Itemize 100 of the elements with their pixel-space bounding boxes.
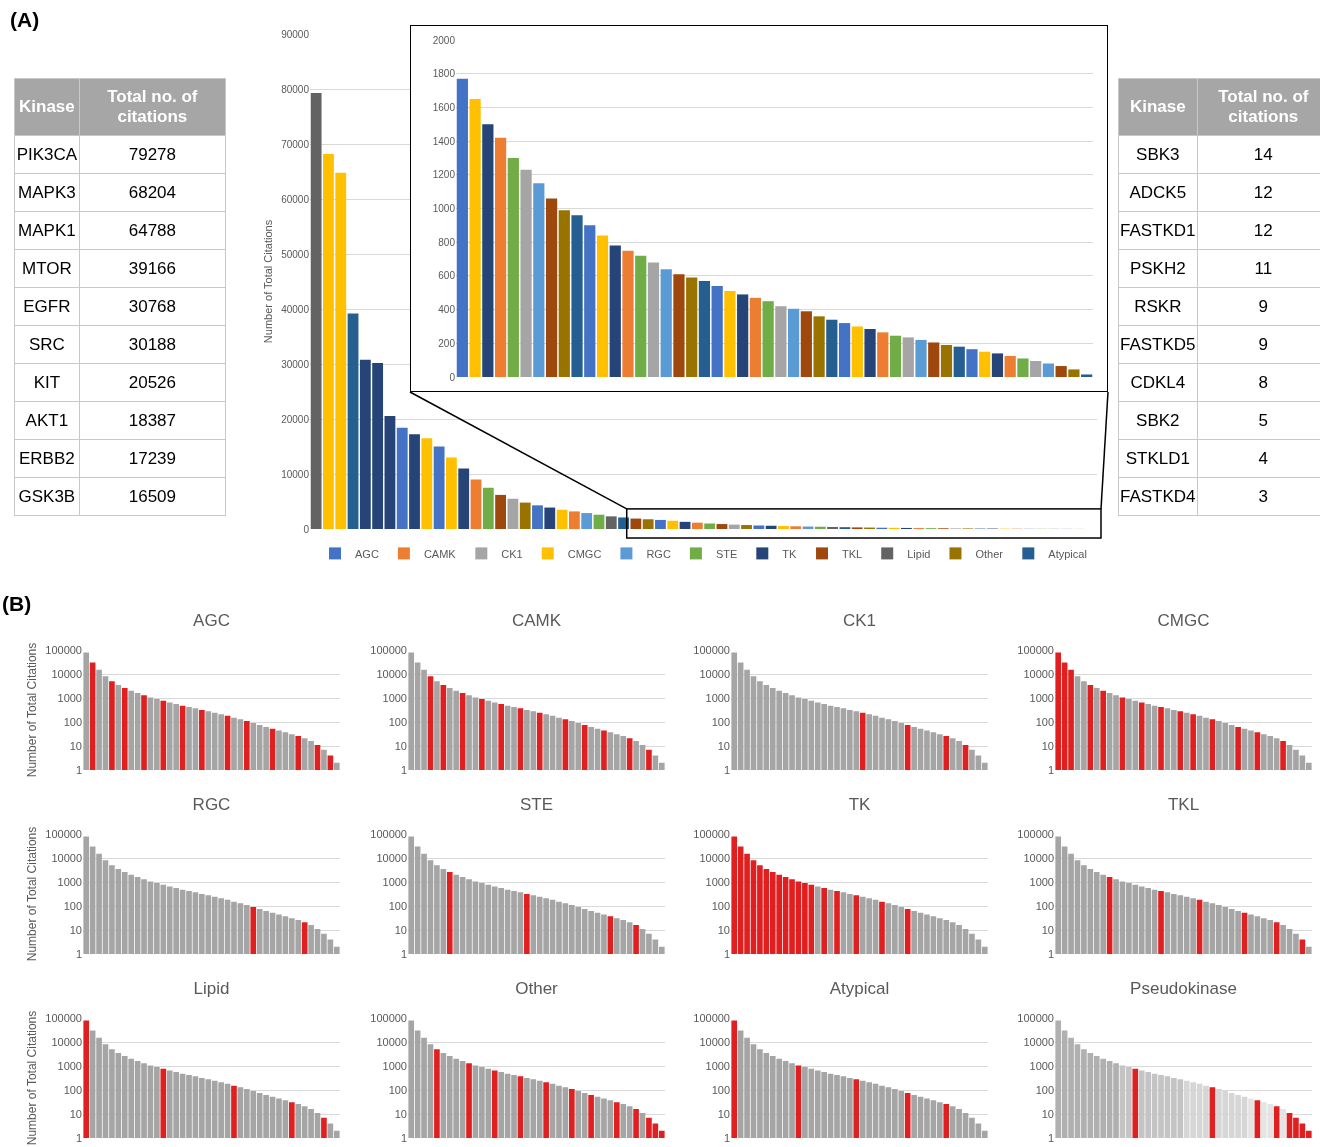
category-label: SRC [14, 325, 80, 364]
category-label: RSKR [1118, 287, 1198, 326]
y-tick-label: 100 [711, 899, 730, 912]
y-tick-label: 100000 [1017, 827, 1054, 840]
data-label: 12 [1197, 211, 1320, 250]
data-label: 8 [1197, 363, 1320, 402]
y-tick-label: 60000 [281, 193, 310, 205]
category-label: CDKL4 [1118, 363, 1198, 402]
data-label: 12 [1197, 173, 1320, 212]
y-tick-label: 10000 [1023, 851, 1054, 864]
legend-label: RGC [646, 547, 671, 560]
y-tick-label: 100 [63, 715, 82, 728]
y-tick-label: 10 [69, 739, 82, 752]
data-label: 17239 [79, 439, 226, 478]
text: Total no. of citations [79, 78, 226, 136]
legend-label: Atypical [1048, 547, 1087, 560]
category-label: SBK2 [1118, 401, 1198, 440]
y-tick-label: 1 [723, 947, 730, 960]
y-tick-label: 10000 [376, 851, 407, 864]
y-tick-label: 100 [63, 899, 82, 912]
y-tick-label: 1400 [432, 135, 456, 147]
text: Kinase [14, 78, 80, 136]
chart-title: Lipid [193, 978, 230, 998]
category-label: PSKH2 [1118, 249, 1198, 288]
y-tick-label: 10 [69, 1107, 82, 1120]
y-tick-label: 1 [723, 1131, 730, 1144]
y-tick-label: 100 [1035, 715, 1054, 728]
y-tick-label: 10000 [51, 667, 82, 680]
y-tick-label: 0 [303, 523, 310, 535]
y-axis-title: Number of Total Citations [24, 826, 39, 962]
y-tick-label: 200 [438, 337, 456, 349]
y-tick-label: 100 [711, 715, 730, 728]
y-tick-label: 2000 [432, 34, 456, 46]
data-label: 79278 [79, 135, 226, 174]
y-tick-label: 70000 [281, 138, 310, 150]
y-axis-title: Number of Total Citations [261, 219, 274, 344]
y-tick-label: 10000 [51, 851, 82, 864]
y-tick-label: 1000 [705, 691, 730, 704]
chart-title: Other [515, 978, 559, 998]
y-tick-label: 1 [75, 763, 82, 776]
y-tick-label: 10 [394, 739, 407, 752]
category-label: EGFR [14, 287, 80, 326]
chart-title: Pseudokinase [1130, 978, 1237, 998]
y-tick-label: 10 [717, 739, 730, 752]
y-tick-label: 100000 [693, 827, 730, 840]
legend-label: CMGC [567, 547, 602, 560]
y-tick-label: 100 [63, 1083, 82, 1096]
legend-label: CK1 [501, 547, 523, 560]
data-label: 3 [1197, 477, 1320, 516]
y-tick-label: 100000 [693, 643, 730, 656]
text: (B) [2, 592, 32, 616]
y-tick-label: 10000 [51, 1035, 82, 1048]
category-label: PIK3CA [14, 135, 80, 174]
chart-title: AGC [193, 610, 230, 630]
y-tick-label: 20000 [281, 413, 310, 425]
y-tick-label: 50000 [281, 248, 310, 260]
legend-label: TKL [842, 547, 863, 560]
category-label: AKT1 [14, 401, 80, 440]
y-tick-label: 1000 [1029, 875, 1054, 888]
text: Total no. of citations [1197, 78, 1320, 136]
y-tick-label: 100000 [370, 643, 407, 656]
data-label: 18387 [79, 401, 226, 440]
text: (A) [10, 8, 40, 32]
y-tick-label: 1000 [382, 691, 407, 704]
y-tick-label: 100000 [1017, 643, 1054, 656]
data-label: 9 [1197, 287, 1320, 326]
y-tick-label: 10000 [699, 667, 730, 680]
y-tick-label: 1000 [705, 875, 730, 888]
chart-title: TK [848, 794, 872, 814]
category-label: GSK3B [14, 477, 80, 516]
data-label: 16509 [79, 477, 226, 516]
category-label: FASTKD4 [1118, 477, 1198, 516]
y-tick-label: 100 [388, 1083, 407, 1096]
y-tick-label: 10 [1041, 923, 1054, 936]
y-axis-title: Number of Total Citations [24, 642, 39, 778]
y-tick-label: 100000 [370, 827, 407, 840]
y-tick-label: 1 [1047, 947, 1054, 960]
data-label: 11 [1197, 249, 1320, 288]
data-label: 64788 [79, 211, 226, 250]
y-tick-label: 1 [400, 763, 407, 776]
category-label: MTOR [14, 249, 80, 288]
y-tick-label: 1000 [57, 691, 82, 704]
data-label: 68204 [79, 173, 226, 212]
y-tick-label: 0 [449, 371, 456, 383]
data-label: 30188 [79, 325, 226, 364]
data-label: 20526 [79, 363, 226, 402]
y-tick-label: 1800 [432, 68, 456, 80]
y-tick-label: 400 [438, 304, 456, 316]
y-tick-label: 1 [400, 947, 407, 960]
y-tick-label: 100 [388, 899, 407, 912]
y-tick-label: 80000 [281, 83, 310, 95]
legend-label: CAMK [423, 547, 457, 560]
y-tick-label: 10000 [699, 1035, 730, 1048]
y-tick-label: 1 [75, 1131, 82, 1144]
data-label: 39166 [79, 249, 226, 288]
y-tick-label: 100 [388, 715, 407, 728]
chart-title: RGC [192, 794, 231, 814]
y-tick-label: 100 [711, 1083, 730, 1096]
y-tick-label: 10000 [1023, 1035, 1054, 1048]
category-label: ERBB2 [14, 439, 80, 478]
